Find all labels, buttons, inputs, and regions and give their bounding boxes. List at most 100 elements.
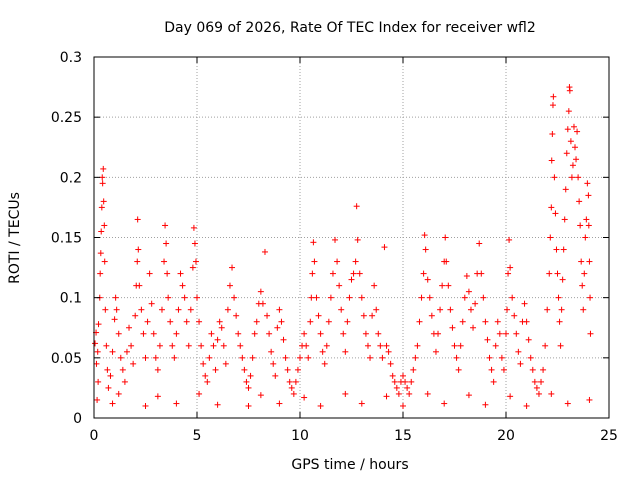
data-point — [414, 342, 421, 349]
data-point — [94, 396, 101, 403]
data-point — [561, 216, 568, 223]
data-point — [270, 360, 277, 367]
data-point — [546, 270, 553, 277]
data-point — [389, 372, 396, 379]
data-point — [134, 216, 141, 223]
data-point — [569, 162, 576, 169]
data-point — [222, 360, 229, 367]
data-point — [570, 123, 577, 130]
data-point — [167, 318, 174, 325]
data-point — [406, 390, 413, 397]
data-point — [556, 318, 563, 325]
data-point — [138, 306, 145, 313]
data-point — [568, 174, 575, 181]
data-point — [548, 204, 555, 211]
data-point — [290, 390, 297, 397]
data-point — [257, 288, 264, 295]
data-point — [426, 294, 433, 301]
data-point — [97, 270, 104, 277]
data-point — [187, 306, 194, 313]
data-point — [552, 210, 559, 217]
data-point — [99, 174, 106, 181]
data-point — [585, 192, 592, 199]
data-point — [220, 342, 227, 349]
data-point — [185, 342, 192, 349]
data-point — [360, 312, 367, 319]
data-point — [503, 330, 509, 337]
data-point — [245, 384, 252, 391]
data-point — [163, 240, 170, 247]
data-point — [563, 150, 570, 157]
data-point — [402, 378, 409, 385]
data-point — [321, 360, 328, 367]
data-point — [278, 318, 285, 325]
data-point — [292, 378, 299, 385]
data-point — [317, 402, 324, 409]
data-point — [535, 390, 542, 397]
data-point — [177, 270, 184, 277]
data-point — [315, 312, 322, 319]
data-point — [421, 232, 428, 239]
data-point — [379, 354, 386, 361]
chart-title: Day 069 of 2026, Rate Of TEC Index for r… — [164, 20, 536, 36]
data-point — [457, 342, 464, 349]
x-tick-label: 5 — [193, 428, 202, 444]
data-point — [92, 340, 99, 347]
data-point — [579, 282, 586, 289]
data-point — [513, 330, 520, 337]
data-point — [467, 306, 474, 313]
grid — [94, 57, 609, 418]
data-point — [111, 316, 118, 323]
data-point — [98, 204, 105, 211]
data-point — [140, 330, 147, 337]
data-point — [498, 354, 505, 361]
data-point — [506, 236, 513, 243]
data-point — [482, 401, 489, 408]
data-point — [171, 354, 178, 361]
data-point — [476, 240, 483, 247]
data-point — [148, 300, 155, 307]
data-point — [529, 366, 536, 373]
data-point — [523, 402, 530, 409]
data-point — [377, 342, 384, 349]
data-point — [424, 390, 431, 397]
data-point — [192, 258, 199, 265]
data-point — [115, 390, 122, 397]
data-point — [504, 306, 511, 313]
data-point — [307, 318, 314, 325]
data-point — [548, 157, 555, 164]
data-point — [538, 378, 545, 385]
data-point — [117, 354, 124, 361]
data-point — [509, 294, 516, 301]
data-point — [104, 366, 111, 373]
data-point — [179, 282, 186, 289]
data-point — [181, 294, 188, 301]
data-point — [428, 312, 435, 319]
data-point — [196, 390, 203, 397]
data-point — [437, 306, 444, 313]
data-point — [112, 294, 119, 301]
data-point — [303, 342, 310, 349]
data-point — [574, 128, 581, 135]
data-point — [282, 354, 289, 361]
data-point — [152, 354, 159, 361]
data-point — [284, 366, 291, 373]
data-point — [558, 306, 565, 313]
data-point — [294, 366, 301, 373]
data-point — [305, 354, 312, 361]
data-point — [128, 342, 135, 349]
data-point — [245, 402, 252, 409]
x-tick-label: 20 — [497, 428, 515, 444]
data-point — [551, 174, 558, 181]
data-point — [445, 282, 452, 289]
data-point — [253, 318, 260, 325]
data-point — [115, 330, 122, 337]
data-point — [354, 236, 361, 243]
data-point — [484, 336, 491, 343]
data-point — [202, 372, 209, 379]
data-point — [309, 270, 316, 277]
data-point — [332, 236, 339, 243]
data-point — [544, 306, 551, 313]
data-point — [154, 393, 161, 400]
